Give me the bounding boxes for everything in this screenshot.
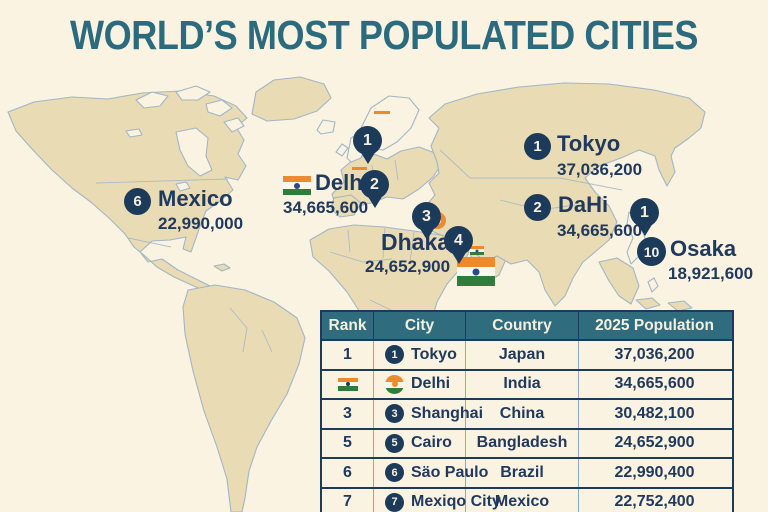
- rank-cell: 5: [343, 434, 352, 452]
- chakra-icon: [472, 268, 480, 275]
- table-row: 6 6 Säo Paulo Brazil 22,990,400: [322, 457, 732, 487]
- map-pin-japan: 1: [630, 198, 659, 227]
- column-header-population: 2025 Population: [578, 312, 730, 339]
- population-cell: 22,990,400: [578, 459, 730, 487]
- badge-number: 1: [533, 138, 542, 155]
- population-label-delhi: 34,665,600: [283, 198, 369, 217]
- chakra-icon: [345, 382, 350, 387]
- city-name: Mexiqo City: [411, 493, 501, 511]
- city-cell: 5 Cairo: [373, 429, 465, 457]
- table-header-row: Rank City Country 2025 Population: [322, 312, 732, 339]
- orange-dash-icon: [352, 167, 367, 170]
- country-cell: China: [465, 400, 578, 428]
- city-label-mexico: Mexico: [158, 186, 233, 211]
- page-title: WORLD’S MOST POPULATED CITIES: [69, 12, 698, 58]
- chakra-icon: [294, 182, 300, 189]
- rank-badge-mexico: 6: [124, 188, 151, 215]
- column-header-country: Country: [465, 312, 578, 339]
- map-pin-western-europe: 2: [360, 170, 389, 199]
- population-table: Rank City Country 2025 Population 1 1 Tok…: [320, 310, 734, 512]
- population-cell: 37,036,200: [578, 341, 730, 369]
- population-label-tokyo: 37,036,200: [557, 160, 643, 179]
- city-name: Shanghai: [411, 404, 484, 422]
- rank-cell: 6: [343, 463, 352, 481]
- city-name: Delhi: [411, 375, 451, 393]
- population-label-mexico: 22,990,000: [158, 214, 244, 233]
- country-cell: Bangladesh: [465, 429, 578, 457]
- table-row: 7 7 Mexiqo City Mexico 22,752,400: [322, 486, 732, 512]
- table-row: 5 5 Cairo Bangladesh 24,652,900: [322, 427, 732, 457]
- city-label-dahi: DaHi: [558, 192, 609, 217]
- rank-badge-dahi: 2: [524, 194, 551, 221]
- orange-dash-icon: [374, 111, 390, 114]
- rank-badge-osaka: 10: [637, 237, 666, 266]
- badge-number: 10: [643, 243, 660, 260]
- india-flag-icon: [337, 377, 358, 391]
- city-name: Cairo: [411, 434, 452, 452]
- map-pin-middle-east: 4: [444, 226, 473, 255]
- city-cell: Delhi: [373, 370, 465, 398]
- city-cell: 6 Säo Paulo: [373, 459, 488, 487]
- city-label-tokyo: Tokyo: [557, 131, 621, 156]
- rank-badge: 6: [385, 463, 404, 483]
- population-cell: 30,482,100: [578, 400, 730, 428]
- table-row: Delhi India 34,665,600: [322, 368, 732, 399]
- chakra-icon: [475, 249, 479, 252]
- pin-number: 4: [454, 231, 463, 249]
- rank-cell: 7: [343, 493, 352, 511]
- rank-badge: 7: [385, 492, 404, 512]
- population-cell: 24,652,900: [578, 429, 730, 457]
- rank-cell: 3: [343, 404, 352, 422]
- column-header-city: City: [373, 312, 465, 339]
- rank-badge: 3: [385, 404, 404, 424]
- column-header-rank: Rank: [328, 316, 367, 334]
- city-label-dhaka: Dhaka: [381, 229, 451, 255]
- rank-badge: 5: [385, 433, 404, 453]
- map-pin-eastern-mediterranean: 3: [412, 202, 441, 231]
- table-row: 3 3 Shanghai China 30,482,100: [322, 398, 732, 428]
- country-cell: Mexico: [465, 488, 578, 512]
- country-cell: India: [465, 370, 578, 398]
- city-label-osaka: Osaka: [670, 236, 737, 261]
- population-label-osaka: 18,921,600: [668, 264, 754, 283]
- city-cell: 7 Mexiqo City: [373, 488, 501, 512]
- city-name: Tokyo: [411, 345, 457, 363]
- city-cell: 3 Shanghai: [373, 400, 483, 428]
- rank-cell: 1: [343, 345, 352, 363]
- population-cell: 34,665,600: [578, 370, 730, 398]
- pin-number: 2: [370, 175, 379, 193]
- continents: [7, 76, 706, 512]
- rank-badge: 1: [385, 345, 404, 365]
- population-label-dahi: 34,665,600: [557, 221, 643, 240]
- india-flag-icon: [470, 246, 484, 255]
- pin-number: 1: [640, 203, 649, 221]
- india-flag-icon: [457, 257, 495, 286]
- population-label-dhaka: 24,652,900: [365, 257, 451, 276]
- country-cell: Brazil: [465, 459, 578, 487]
- table-row: 1 1 Tokyo Japan 37,036,200: [322, 339, 732, 369]
- population-cell: 22,752,400: [578, 488, 730, 512]
- country-cell: Japan: [465, 341, 578, 369]
- map-pin-united-kingdom: 1: [353, 126, 382, 155]
- rank-badge-tokyo: 1: [524, 133, 551, 160]
- badge-number: 6: [133, 193, 142, 210]
- pin-number: 3: [422, 207, 431, 225]
- badge-number: 2: [533, 199, 542, 216]
- pin-number: 1: [363, 131, 372, 149]
- city-cell: 1 Tokyo: [373, 341, 465, 369]
- india-flag-icon: [283, 176, 311, 195]
- city-name: Säo Paulo: [411, 463, 489, 481]
- rank-cell: [322, 371, 373, 399]
- india-flag-badge-icon: [385, 374, 404, 394]
